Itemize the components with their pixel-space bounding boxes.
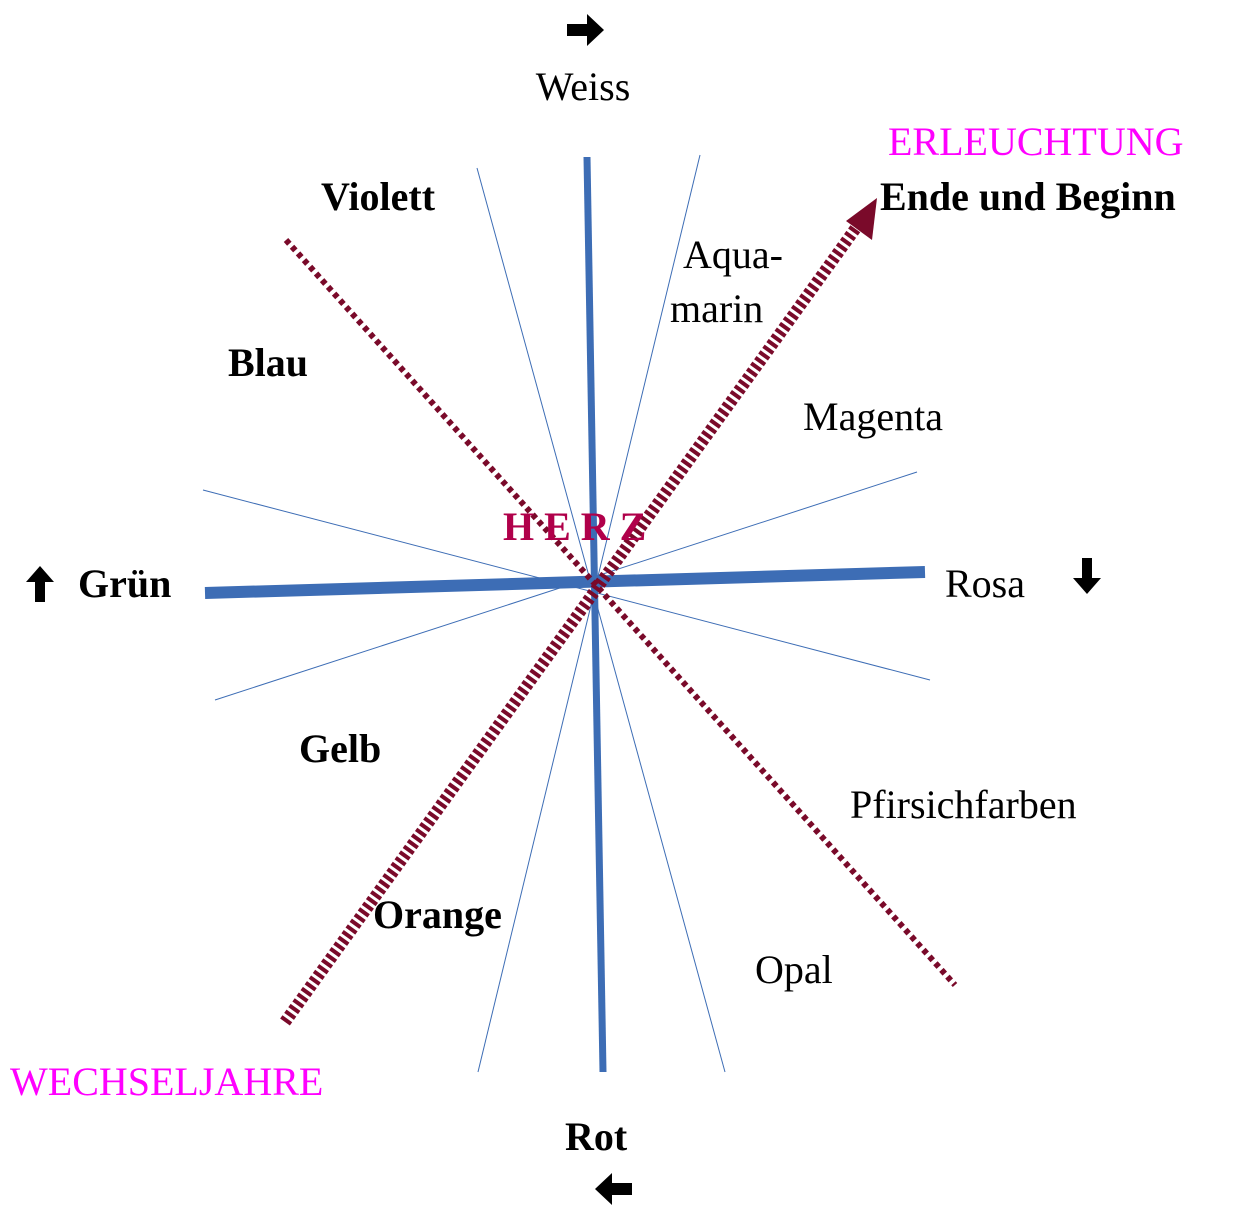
ray <box>476 167 726 1073</box>
label: ERLEUCHTUNG <box>888 119 1184 164</box>
label: Gelb <box>299 726 381 771</box>
label: Opal <box>755 947 833 992</box>
label: Blau <box>228 340 308 385</box>
label: WECHSELJAHRE <box>10 1059 323 1104</box>
label: marin <box>670 286 763 331</box>
label: Pfirsichfarben <box>850 782 1077 827</box>
label: Rot <box>565 1114 628 1159</box>
label: Violett <box>321 174 436 219</box>
label: Grün <box>78 561 171 606</box>
arrowhead <box>846 198 877 240</box>
label: Orange <box>373 892 502 937</box>
arrow-left <box>595 1173 632 1205</box>
dotted-diagonal <box>283 237 958 988</box>
label: Ende und Beginn <box>880 174 1176 219</box>
arrow-up <box>26 566 54 602</box>
vertical-axis <box>583 156 607 1073</box>
label: Magenta <box>803 394 943 439</box>
arrow-right <box>567 14 604 46</box>
dotted-arrow <box>280 221 863 1026</box>
thin-rays <box>202 154 931 1073</box>
label: H E R Z <box>503 504 646 549</box>
label: Weiss <box>536 64 631 109</box>
label: Rosa <box>945 561 1025 606</box>
ray <box>477 154 701 1073</box>
horizontal-axis <box>204 566 926 599</box>
arrow-down <box>1073 558 1101 594</box>
label: Aqua- <box>683 232 783 277</box>
